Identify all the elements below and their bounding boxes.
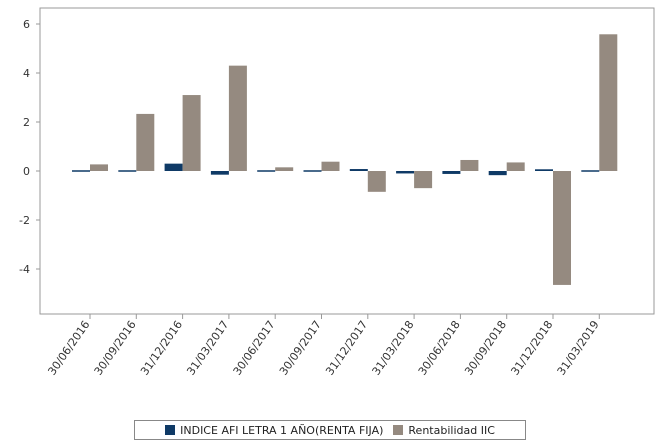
bar-series-0 bbox=[164, 163, 183, 171]
y-tick-label: 4 bbox=[23, 67, 30, 80]
y-tick-label: -2 bbox=[19, 214, 30, 227]
x-tick-label: 31/12/2016 bbox=[138, 318, 185, 377]
legend-item-rentabilidad-iic: Rentabilidad IIC bbox=[393, 423, 495, 437]
bar-series-1 bbox=[321, 161, 340, 171]
bar-series-1 bbox=[599, 34, 618, 171]
y-tick-label: 6 bbox=[23, 18, 30, 31]
x-tick-label: 31/03/2018 bbox=[370, 318, 417, 377]
x-tick-label: 30/09/2017 bbox=[277, 318, 324, 377]
legend-label-indice-afi: INDICE AFI LETRA 1 AÑO(RENTA FIJA) bbox=[180, 423, 384, 437]
y-tick-label: -4 bbox=[19, 263, 30, 276]
bar-series-1 bbox=[460, 159, 479, 171]
bar-series-0 bbox=[303, 170, 322, 172]
bar-series-1 bbox=[506, 162, 525, 171]
y-tick-label: 2 bbox=[23, 116, 30, 129]
bar-series-1 bbox=[90, 164, 108, 171]
y-tick-label: 0 bbox=[23, 165, 30, 178]
legend: INDICE AFI LETRA 1 AÑO(RENTA FIJA) Renta… bbox=[134, 420, 526, 440]
bars bbox=[72, 34, 618, 285]
legend-swatch-rentabilidad-iic bbox=[393, 425, 404, 435]
legend-label-rentabilidad-iic: Rentabilidad IIC bbox=[408, 423, 495, 437]
y-axis: 6 4 2 0 -2 -4 bbox=[19, 18, 40, 276]
x-tick-label: 31/03/2017 bbox=[184, 318, 231, 377]
bar-series-0 bbox=[349, 169, 368, 171]
x-tick-label: 30/06/2017 bbox=[231, 318, 278, 377]
x-axis: 30/06/2016 30/09/2016 31/12/2016 31/03/2017… bbox=[45, 314, 602, 378]
bar-series-1 bbox=[367, 171, 386, 192]
x-tick-label: 30/09/2018 bbox=[462, 318, 509, 377]
bar-series-0 bbox=[581, 170, 600, 172]
bar-series-0 bbox=[257, 170, 276, 172]
bar-series-1 bbox=[136, 113, 155, 171]
bar-series-0 bbox=[488, 171, 507, 176]
x-tick-label: 31/03/2019 bbox=[555, 318, 602, 377]
bar-series-0 bbox=[442, 171, 461, 174]
bar-series-1 bbox=[553, 171, 571, 285]
x-tick-label: 30/06/2016 bbox=[45, 318, 92, 377]
bar-series-1 bbox=[275, 167, 294, 171]
bar-series-0 bbox=[396, 171, 415, 174]
x-tick-label: 30/09/2016 bbox=[92, 318, 139, 377]
bar-series-1 bbox=[228, 65, 247, 171]
bar-series-0 bbox=[535, 169, 553, 171]
x-tick-label: 31/12/2018 bbox=[508, 318, 555, 377]
bar-series-0 bbox=[72, 170, 90, 172]
bar-series-0 bbox=[210, 171, 229, 175]
x-tick-label: 30/06/2018 bbox=[416, 318, 463, 377]
bar-series-1 bbox=[182, 95, 201, 171]
legend-item-indice-afi: INDICE AFI LETRA 1 AÑO(RENTA FIJA) bbox=[165, 424, 383, 437]
legend-swatch-indice-afi bbox=[165, 425, 176, 435]
x-tick-label: 31/12/2017 bbox=[323, 318, 370, 377]
bar-series-0 bbox=[118, 170, 137, 172]
bar-series-1 bbox=[414, 171, 433, 189]
